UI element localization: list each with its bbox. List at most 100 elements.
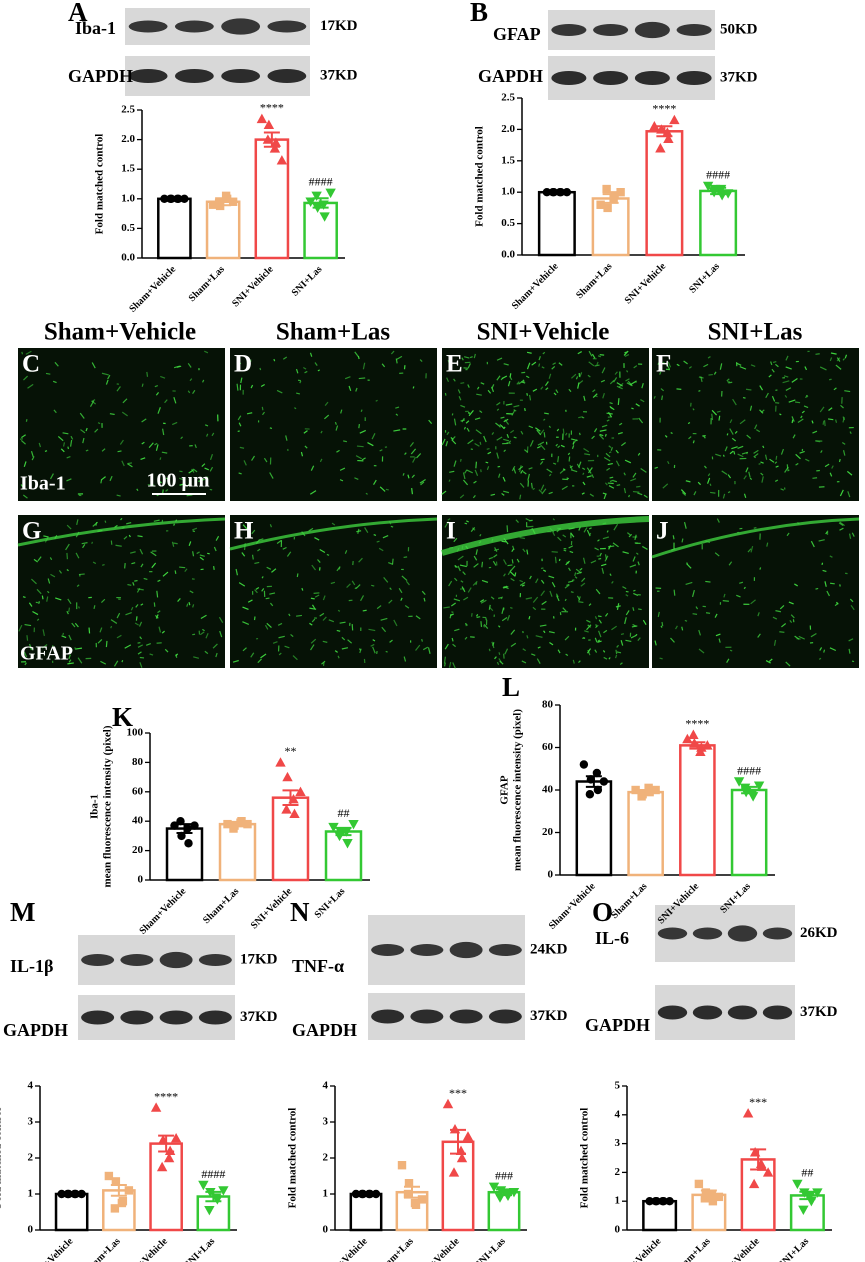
- micrograph-cell: [531, 653, 536, 657]
- micrograph-cell: [196, 551, 200, 555]
- micrograph-cell: [25, 419, 28, 422]
- micrograph-cell: [464, 469, 468, 474]
- micrograph-cell: [481, 579, 489, 583]
- micrograph-cell: [303, 430, 308, 434]
- micrograph-cell: [124, 644, 132, 649]
- y-tick-label: 3: [28, 1116, 34, 1128]
- micrograph-cell: [137, 651, 142, 655]
- micrograph-cell: [726, 433, 729, 436]
- micrograph-cell: [772, 361, 777, 364]
- data-point: [753, 781, 765, 791]
- micrograph-cell: [209, 453, 214, 461]
- micrograph-cell: [370, 643, 375, 647]
- micrograph-cell: [786, 532, 790, 537]
- blot-band: [410, 1009, 444, 1024]
- micrograph-cell: [731, 446, 738, 450]
- micrograph-cell: [604, 482, 608, 486]
- micrograph-cell: [703, 363, 709, 368]
- micrograph-cell: [139, 548, 144, 555]
- micrograph-cell: [67, 446, 70, 450]
- micrograph-cell: [75, 531, 80, 538]
- micrograph-cell: [707, 477, 711, 484]
- micrograph-cell: [770, 361, 773, 366]
- micrograph-cell: [635, 403, 640, 407]
- micrograph-cell: [565, 432, 568, 436]
- micrograph-cell: [260, 653, 267, 659]
- micrograph-cell: [415, 644, 421, 651]
- micrograph-cell: [485, 461, 489, 464]
- micrograph-cell: [164, 648, 169, 653]
- micrograph-cell: [258, 538, 264, 541]
- micrograph-cell: [189, 378, 193, 382]
- micrograph-cell: [389, 587, 392, 590]
- micrograph-cell: [798, 635, 805, 640]
- micrograph-cell: [553, 462, 557, 465]
- micrograph-cell: [476, 393, 482, 396]
- micrograph-cell: [757, 612, 760, 617]
- micrograph-cell: [835, 601, 839, 605]
- micrograph-cell: [543, 418, 546, 421]
- micrograph-cell: [795, 453, 801, 460]
- micrograph-cell: [77, 657, 83, 664]
- micrograph-cell: [568, 527, 575, 530]
- data-point: [702, 181, 714, 192]
- blot-band: [221, 69, 261, 83]
- x-tick-label: Sham+Las: [609, 881, 649, 921]
- micrograph-cell: [667, 361, 672, 368]
- y-tick-label: 2: [323, 1152, 329, 1164]
- micrograph-cell: [683, 521, 687, 529]
- micrograph-cell: [162, 571, 169, 577]
- micrograph-cell: [453, 418, 457, 426]
- blot-band: [449, 1009, 483, 1024]
- micrograph-cell: [602, 393, 605, 399]
- x-tick-label: Sham+Las: [673, 1236, 713, 1262]
- micrograph-cell: [597, 639, 601, 642]
- micrograph-cell: [184, 568, 188, 572]
- micrograph-cell: [100, 598, 106, 604]
- micrograph-cell: [213, 546, 217, 552]
- micrograph-cell: [178, 477, 186, 481]
- micrograph-cell: [782, 380, 790, 384]
- micrograph-cell: [157, 610, 161, 614]
- micrograph-cell: [731, 437, 737, 442]
- micrograph-cell: [642, 619, 647, 626]
- micrograph-cell: [630, 635, 636, 639]
- micrograph-cell: [724, 446, 728, 452]
- blot-kd: 17KD: [240, 951, 278, 967]
- data-point: [602, 184, 611, 194]
- micrograph-cell: [572, 439, 578, 445]
- micrograph-cell: [330, 581, 336, 585]
- data-point: [562, 188, 572, 197]
- micrograph-cell: [117, 450, 122, 453]
- micrograph-cell: [797, 418, 804, 423]
- micrograph-cell: [605, 452, 611, 458]
- micrograph-cell: [603, 629, 608, 634]
- x-tick-label: Sham+Las: [574, 261, 614, 301]
- data-point: [214, 198, 224, 208]
- micrograph-cell: [201, 463, 206, 468]
- micrograph-cell: [787, 469, 790, 472]
- micrograph-cell: [376, 605, 382, 610]
- micrograph-cell: [775, 363, 779, 368]
- micrograph-cell: [33, 558, 39, 563]
- micrograph-cell: [631, 407, 634, 410]
- micrograph-cell: [607, 462, 613, 466]
- micrograph-cell: [20, 484, 24, 488]
- micrograph-cell: [261, 406, 264, 411]
- micrograph-cell: [620, 640, 624, 646]
- micrograph-cell: [541, 600, 547, 606]
- y-tick-label: 1.5: [501, 154, 515, 166]
- micrograph-cell: [242, 524, 248, 530]
- micrograph-cell: [500, 596, 504, 600]
- micrograph: [230, 348, 437, 501]
- micrograph-cell: [452, 662, 456, 669]
- micrograph-cell: [66, 455, 71, 459]
- micrograph-cell: [339, 479, 344, 482]
- micrograph-cell: [503, 438, 510, 442]
- micrograph-cell: [261, 411, 265, 416]
- micrograph-cell: [76, 519, 79, 526]
- micrograph-cell: [364, 527, 369, 533]
- micrograph-cell: [57, 435, 64, 442]
- micrograph-cell: [630, 478, 637, 482]
- micrograph-cell: [624, 353, 630, 357]
